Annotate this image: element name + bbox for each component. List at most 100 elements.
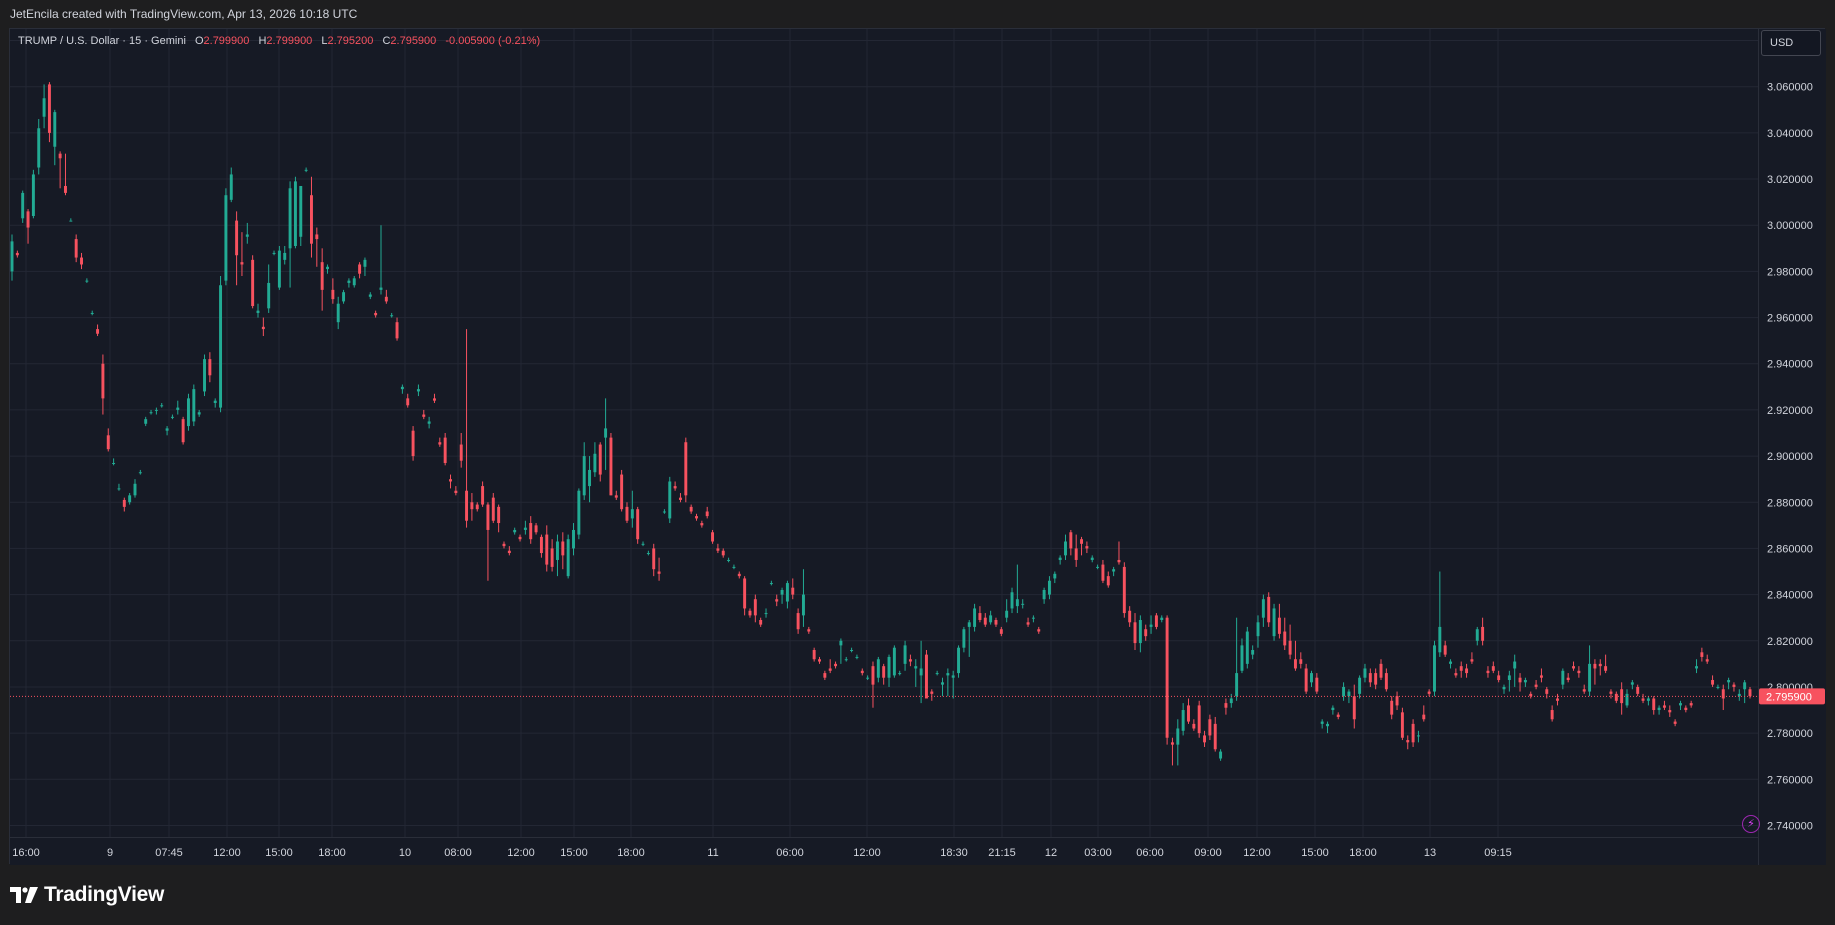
last-price-label: 2.795900 — [1766, 691, 1812, 703]
symbol-title[interactable]: TRUMP / U.S. Dollar · 15 · Gemini — [18, 35, 186, 47]
candle-body — [721, 550, 725, 556]
candle-body — [844, 659, 848, 661]
candle — [336, 296, 340, 330]
candle-body — [689, 506, 693, 512]
price-tick-label: 2.820000 — [1767, 636, 1813, 648]
price-tick-label: 2.840000 — [1767, 590, 1813, 602]
candle-body — [775, 599, 779, 602]
candle — [823, 670, 827, 681]
candle — [1449, 659, 1452, 669]
candle — [876, 656, 880, 683]
candle-body — [288, 188, 292, 249]
price-tick-label: 3.020000 — [1767, 174, 1813, 186]
candle — [919, 640, 923, 704]
currency-button[interactable]: USD — [1761, 30, 1821, 56]
candle-body — [1459, 666, 1463, 671]
candle — [74, 234, 78, 263]
candle-body — [1128, 610, 1132, 623]
candle — [507, 546, 511, 556]
candle-body — [818, 659, 821, 662]
candle-body — [1737, 693, 1741, 697]
candle — [705, 506, 709, 519]
candle — [1470, 652, 1474, 664]
price-axis-labels[interactable]: 2.7400002.7600002.7800002.8000002.820000… — [1759, 29, 1827, 865]
candle-body — [657, 571, 661, 574]
candle — [1267, 592, 1271, 627]
candlestick-chart[interactable] — [10, 29, 1758, 837]
chart-frame[interactable]: TRUMP / U.S. Dollar · 15 · Gemini O2.799… — [9, 28, 1826, 865]
candle — [224, 188, 228, 286]
candle — [320, 248, 324, 311]
candle-body — [122, 499, 126, 507]
candle — [588, 456, 592, 503]
price-tick-label: 2.760000 — [1767, 774, 1813, 786]
candle — [229, 167, 233, 203]
candle-body — [1416, 735, 1420, 737]
candle-body — [272, 252, 276, 254]
candle-body — [475, 504, 479, 510]
symbol-legend[interactable]: TRUMP / U.S. Dollar · 15 · Gemini O2.799… — [18, 35, 540, 47]
candle-body — [1320, 721, 1324, 724]
candle — [545, 525, 549, 572]
candle — [1224, 698, 1228, 715]
candle-body — [1331, 707, 1335, 711]
candle-body — [406, 398, 410, 406]
candle-body — [1662, 705, 1666, 708]
time-axis-labels[interactable]: 16:00 9 07:45 12:00 15:00 18:00 10 08:00 12:00 15… — [10, 838, 1758, 866]
candle — [1154, 613, 1158, 630]
plot-area[interactable]: TRUMP / U.S. Dollar · 15 · Gemini O2.799… — [10, 29, 1758, 837]
candle — [299, 185, 303, 247]
candle-body — [203, 359, 206, 392]
candle — [1160, 615, 1164, 623]
candle-body — [892, 647, 896, 676]
candle — [69, 218, 73, 222]
candle — [304, 167, 308, 173]
time-tick-label: 12:00 — [853, 847, 881, 859]
candle-body — [1219, 751, 1223, 759]
candle — [1219, 749, 1223, 761]
candle-body — [630, 509, 634, 519]
candle-body — [646, 553, 650, 555]
price-tick-label: 2.860000 — [1767, 543, 1813, 555]
candle — [1144, 624, 1148, 641]
candle — [390, 312, 394, 318]
candle — [1005, 599, 1009, 623]
candle-body — [438, 442, 442, 445]
candle — [700, 520, 704, 528]
price-axis[interactable]: 2.740000 2.760000 2.780000 2.800000 2.820000… — [1758, 29, 1826, 865]
time-axis[interactable]: 16:00 9 07:45 12:00 15:00 18:00 10 08:00 12:00 15… — [10, 837, 1758, 865]
candle-body — [545, 534, 549, 565]
candle-body — [1208, 719, 1212, 736]
candle-body — [967, 622, 971, 627]
tradingview-logo[interactable]: TradingView — [10, 880, 164, 910]
candle — [1593, 659, 1597, 685]
open-label: O — [194, 35, 204, 47]
candle — [646, 550, 650, 556]
candle — [518, 534, 522, 542]
lightning-icon[interactable]: ⚡ — [1742, 815, 1760, 833]
candle — [1261, 594, 1265, 627]
candle — [1320, 719, 1324, 729]
candle-body — [1593, 663, 1597, 669]
candle-body — [951, 675, 955, 678]
price-tick-label: 2.900000 — [1767, 451, 1813, 463]
candle-body — [1721, 689, 1725, 699]
candle-body — [636, 509, 640, 540]
time-tick-label: 9 — [107, 847, 113, 859]
candle-body — [518, 536, 522, 540]
candle — [1256, 615, 1260, 648]
change-value: -0.005900 (-0.21%) — [445, 35, 541, 47]
candle-body — [1187, 705, 1190, 722]
candle — [1716, 684, 1720, 690]
candle — [1609, 689, 1613, 699]
candle-body — [1684, 707, 1688, 711]
candle — [572, 523, 575, 556]
time-tick-label: 06:00 — [776, 847, 804, 859]
candle-body — [1074, 548, 1078, 560]
candle-body — [711, 532, 715, 542]
candle — [1598, 659, 1602, 676]
candle-body — [539, 536, 543, 554]
candle — [395, 317, 399, 341]
candle — [406, 393, 410, 408]
candle-body — [1026, 622, 1030, 625]
